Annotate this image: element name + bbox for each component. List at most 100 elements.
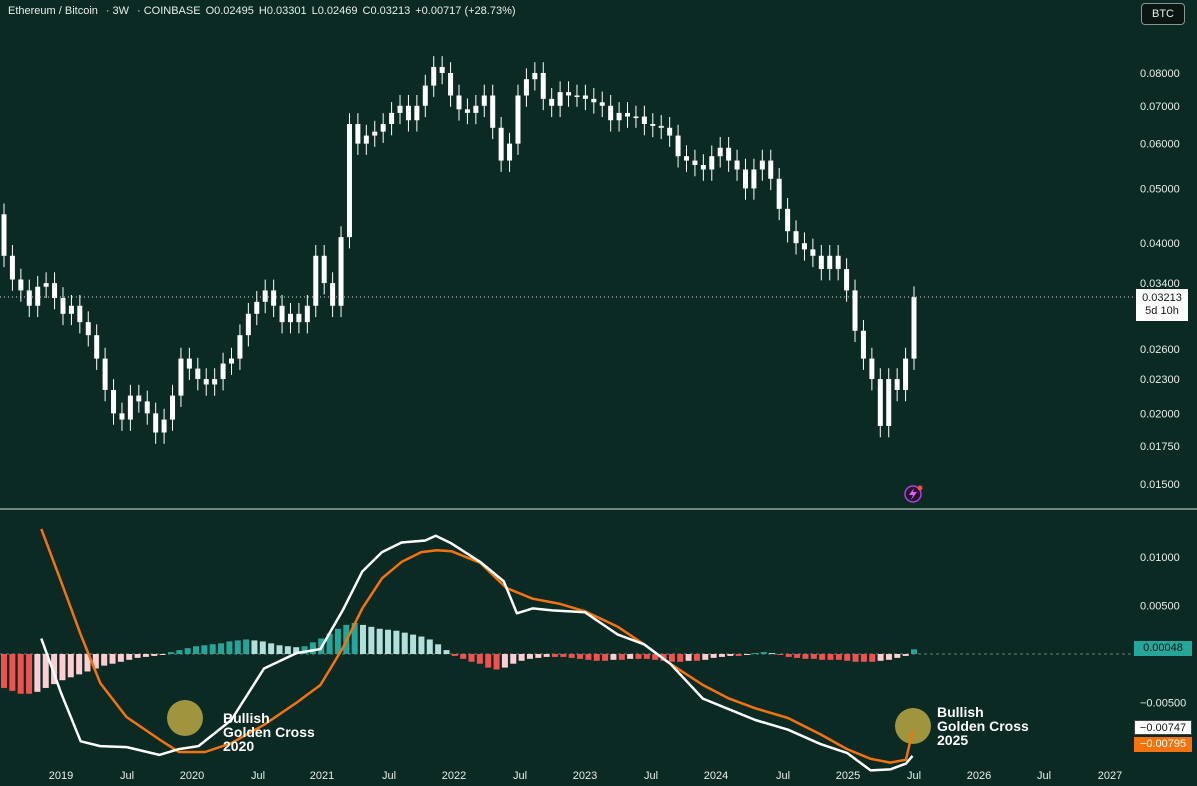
histogram-bar: [685, 654, 692, 661]
candle-body: [237, 335, 243, 359]
candle-body: [591, 98, 597, 103]
histogram-bar: [693, 654, 700, 661]
low-value: L0.02469: [311, 5, 358, 17]
histogram-bar: [769, 653, 776, 655]
macd-value-tag: −0.00747: [1134, 720, 1192, 735]
histogram-bar: [810, 654, 817, 659]
candle-body: [144, 401, 150, 414]
histogram-bar: [167, 652, 174, 654]
candle-body: [161, 419, 167, 433]
signal-value-tag: −0.00795: [1134, 737, 1192, 752]
histogram-bar: [293, 647, 300, 654]
histogram-bar: [560, 654, 567, 657]
histogram-bar: [852, 654, 859, 662]
histogram-bar: [351, 622, 358, 654]
histogram-bar: [92, 654, 99, 669]
candle-body: [692, 160, 698, 165]
candle-body: [658, 125, 664, 128]
candle-body: [456, 95, 462, 110]
time-axis-label: Jul: [776, 770, 790, 782]
histogram-bar: [159, 654, 166, 655]
histogram-bar: [702, 654, 709, 660]
close-value: C0.03213: [362, 5, 411, 17]
candle-body: [911, 297, 917, 359]
candle-body: [85, 322, 91, 336]
histogram-bar: [376, 628, 383, 654]
candle-body: [742, 169, 748, 189]
histogram-bar: [493, 654, 500, 670]
histogram-bar: [869, 654, 876, 662]
candle-body: [220, 363, 226, 380]
candle-body: [321, 255, 327, 284]
candle-body: [448, 73, 454, 96]
histogram-bar: [209, 644, 216, 654]
histogram-bar: [418, 636, 425, 654]
histogram-bar: [276, 645, 283, 654]
candle-body: [481, 95, 487, 106]
candle-body: [77, 305, 83, 323]
histogram-bar: [827, 654, 834, 660]
histogram-bar: [42, 654, 49, 688]
histogram-bar: [618, 654, 625, 660]
candle-body: [262, 290, 268, 302]
histogram-bar: [777, 654, 784, 655]
price-axis-tick: 0.02300: [1140, 374, 1180, 386]
candle-body: [776, 178, 782, 209]
candle-body: [287, 313, 293, 323]
histogram-bar: [101, 654, 108, 666]
alert-icon-dot: [917, 485, 923, 491]
candle-body: [111, 389, 117, 414]
histogram-bar: [218, 643, 225, 654]
histogram-bar: [410, 634, 417, 654]
candle-body: [464, 109, 470, 113]
histogram-bar: [501, 654, 508, 668]
price-axis-tick: 0.03400: [1140, 278, 1180, 290]
price-axis-tick: 0.07000: [1140, 101, 1180, 113]
histogram-bar: [234, 640, 241, 654]
price-axis-tick: 0.06000: [1140, 139, 1180, 151]
candle-body: [625, 112, 631, 117]
candle-body: [616, 112, 622, 121]
histogram-value-tag: 0.00048: [1134, 641, 1192, 656]
candle-body: [633, 116, 639, 119]
histogram-bar: [334, 628, 341, 654]
price-axis-tick: 0.01750: [1140, 441, 1180, 453]
currency-button[interactable]: BTC: [1141, 3, 1185, 25]
histogram-bar: [727, 654, 734, 656]
histogram-bar: [385, 629, 392, 654]
interval: 3W: [112, 5, 130, 17]
histogram-bar: [435, 644, 442, 654]
candle-body: [684, 156, 689, 161]
histogram-bar: [34, 654, 41, 692]
candle-body: [346, 123, 352, 238]
time-axis-label: 2024: [704, 770, 728, 782]
macd-axis-tick: 0.00500: [1140, 601, 1180, 613]
candle-body: [667, 127, 673, 136]
candle-body: [279, 305, 285, 323]
price-axis-tick: 0.02600: [1140, 344, 1180, 356]
histogram-bar: [109, 654, 116, 664]
macd-axis-tick: −0.00500: [1140, 698, 1186, 710]
histogram-bar: [126, 654, 133, 660]
open-value: O0.02495: [205, 5, 254, 17]
candle-body: [414, 105, 420, 121]
candle-body: [26, 290, 32, 306]
histogram-bar: [752, 653, 759, 655]
price-axis-tick: 0.05000: [1140, 183, 1180, 195]
histogram-bar: [17, 654, 24, 694]
histogram-bar: [1, 654, 7, 688]
histogram-bar: [368, 626, 375, 654]
candle-body: [540, 73, 546, 99]
histogram-bar: [518, 654, 525, 661]
time-axis-label: Jul: [907, 770, 921, 782]
histogram-bar: [117, 654, 124, 662]
histogram-bar: [451, 654, 458, 656]
candle-body: [574, 95, 580, 97]
histogram-bar: [268, 643, 275, 654]
candle-body: [102, 358, 108, 390]
candle-body: [18, 279, 24, 291]
histogram-bar: [443, 650, 450, 654]
histogram-bar: [359, 624, 366, 654]
histogram-bar: [84, 654, 91, 672]
